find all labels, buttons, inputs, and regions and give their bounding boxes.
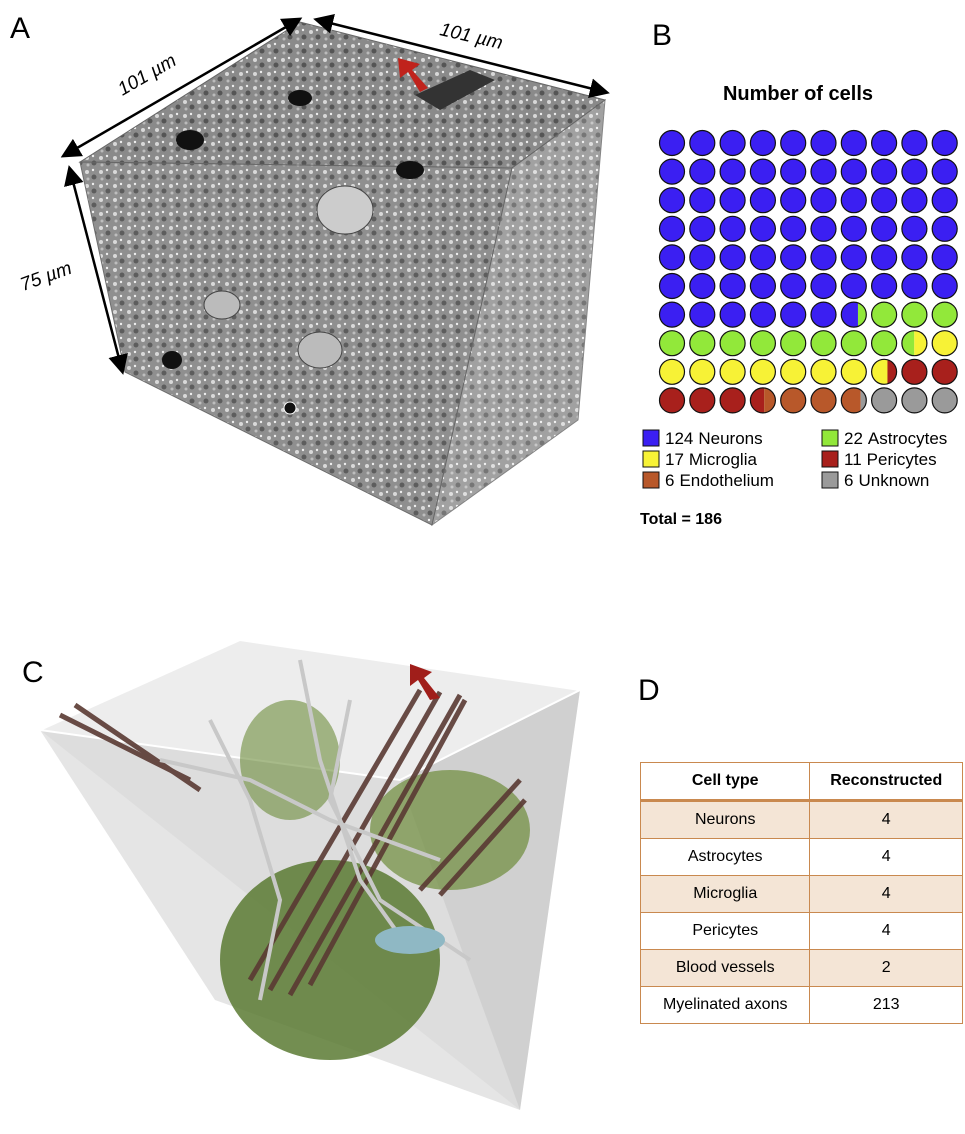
legend-count: 124: [665, 429, 693, 448]
table-cell: Neurons: [641, 801, 810, 839]
total: Total = 186: [640, 511, 722, 528]
table-row: Myelinated axons213: [641, 987, 963, 1024]
table-row: Microglia4: [641, 876, 963, 913]
table-cell: 4: [810, 801, 963, 839]
table-cell: Pericytes: [641, 913, 810, 950]
waffle-cell-part: [914, 331, 927, 356]
em-volume: [80, 22, 605, 525]
reconstruction: [40, 640, 580, 1110]
legend-name: Unknown: [858, 471, 929, 490]
panel-label: D: [638, 674, 660, 707]
table-cell: Astrocytes: [641, 839, 810, 876]
table-cell: 2: [810, 950, 963, 987]
total-label: Total =: [640, 511, 691, 528]
waffle-cell-part: [858, 303, 866, 327]
waffle: [660, 131, 958, 413]
panel-label: A: [10, 12, 30, 45]
legend: 124 Neurons 22 Astrocytes 17 Microglia 11 Peric…: [643, 429, 947, 490]
legend-name: Neurons: [698, 429, 762, 448]
dimension-label: 101 µm: [438, 19, 505, 54]
table-header-row: Cell typeReconstructed: [641, 763, 963, 801]
table-cell: Microglia: [641, 876, 810, 913]
waffle-cell-part: [902, 331, 914, 356]
legend-label: 124 Neurons: [665, 429, 763, 448]
chart-title: Number of cells: [723, 83, 873, 105]
waffle-cell-part: [764, 388, 775, 413]
waffle-cell-part: [750, 388, 764, 413]
table-cell: 4: [810, 913, 963, 950]
table-cell: 213: [810, 987, 963, 1024]
table-header-cell: Cell type: [641, 763, 810, 801]
legend-name: Astrocytes: [868, 429, 947, 448]
waffle-cell-part: [841, 302, 858, 327]
legend-name: Microglia: [689, 450, 758, 469]
table-cell: Myelinated axons: [641, 987, 810, 1024]
legend-label: 11 Pericytes: [844, 450, 937, 469]
table-cell: 4: [810, 876, 963, 913]
legend-swatch: [643, 430, 659, 446]
waffle-cell-part: [872, 359, 888, 384]
table-header-cell: Reconstructed: [810, 763, 963, 801]
legend-swatch: [643, 451, 659, 467]
legend-count: 22: [844, 429, 863, 448]
legend-name: Pericytes: [867, 450, 937, 469]
legend-label: 6 Endothelium: [665, 471, 774, 490]
waffle-cell-part: [887, 360, 896, 384]
table-row: Pericytes4: [641, 913, 963, 950]
legend-swatch: [822, 451, 838, 467]
legend-swatch: [643, 472, 659, 488]
legend-name: Endothelium: [679, 471, 774, 490]
legend-count: 6: [844, 471, 853, 490]
table-cell: 4: [810, 839, 963, 876]
legend-swatch: [822, 430, 838, 446]
legend-label: 6 Unknown: [844, 471, 929, 490]
panel-label: C: [22, 656, 44, 689]
table-row: Astrocytes4: [641, 839, 963, 876]
table-row: Neurons4: [641, 801, 963, 839]
dimension-label: 75 µm: [18, 258, 75, 296]
legend-label: 22 Astrocytes: [844, 429, 947, 448]
total-value: 186: [695, 511, 722, 528]
table: Cell typeReconstructedNeurons4Astrocytes…: [640, 762, 963, 1024]
panel-label: B: [652, 19, 672, 52]
legend-label: 17 Microglia: [665, 450, 757, 469]
legend-count: 17: [665, 450, 684, 469]
legend-count: 6: [665, 471, 674, 490]
figure: A 101 µm 101 µm 75 µm B Number of cells …: [0, 0, 965, 1134]
legend-swatch: [822, 472, 838, 488]
legend-count: 11: [844, 450, 862, 469]
table-cell: Blood vessels: [641, 950, 810, 987]
